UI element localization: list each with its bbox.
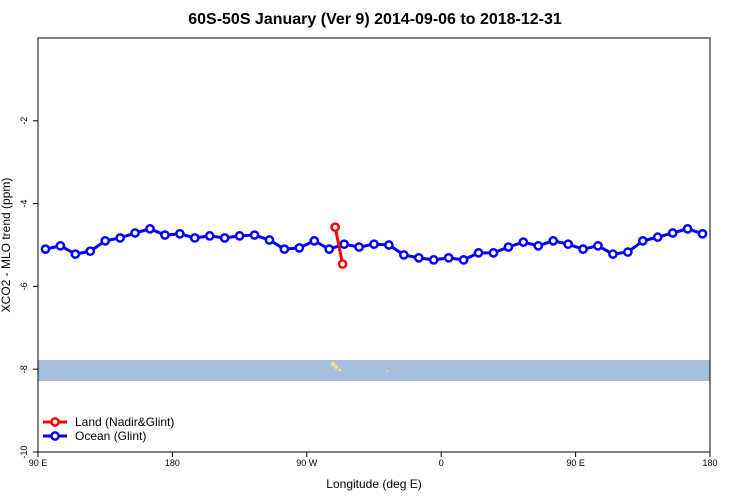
point: [697, 228, 708, 239]
point: [443, 252, 454, 263]
chart-title: 60S-50S January (Ver 9) 2014-09-06 to 20…: [188, 11, 562, 28]
point: [85, 246, 96, 257]
point: [70, 249, 81, 259]
point: [100, 236, 111, 246]
y-tick-label: -2: [19, 117, 29, 125]
x-tick-label: 90 E: [29, 458, 48, 468]
point: [563, 239, 573, 250]
point: [428, 255, 439, 265]
point: [518, 237, 529, 247]
point: [55, 240, 66, 251]
point: [145, 224, 155, 234]
point: [234, 231, 245, 241]
point: [309, 236, 320, 246]
point: [330, 222, 341, 233]
point: [548, 236, 559, 246]
point: [413, 252, 424, 263]
point: [264, 235, 275, 245]
point: [249, 230, 260, 240]
point: [175, 228, 185, 239]
y-tick-label: -8: [19, 365, 29, 373]
point: [337, 259, 348, 269]
point: [623, 247, 633, 257]
series-line: [333, 226, 345, 265]
x-axis-label: Longitude (deg E): [326, 477, 421, 491]
point: [40, 244, 51, 254]
y-axis-label: XCO2 - MLO trend (ppm): [0, 178, 13, 313]
point: [399, 250, 409, 260]
point: [637, 236, 648, 246]
point: [608, 249, 618, 259]
point: [115, 233, 125, 243]
point: [189, 233, 200, 243]
y-tick-label: -6: [19, 282, 29, 290]
point: [324, 244, 335, 254]
legend-marker: [50, 431, 60, 441]
map-band: [38, 360, 710, 381]
point: [667, 228, 678, 238]
x-tick-label: 180: [702, 458, 717, 468]
point: [279, 244, 290, 254]
point: [219, 233, 230, 243]
point: [682, 224, 693, 234]
point: [533, 240, 544, 251]
point: [204, 231, 215, 241]
point: [473, 248, 484, 258]
point: [384, 240, 394, 250]
land-dots: [330, 361, 388, 372]
point: [652, 232, 663, 242]
point: [369, 239, 379, 250]
point: [503, 242, 514, 252]
legend-marker: [50, 417, 60, 427]
point: [578, 244, 588, 254]
y-tick-label: -4: [19, 200, 29, 208]
point: [339, 239, 349, 250]
point: [160, 230, 170, 240]
x-tick-label: 90 E: [566, 458, 585, 468]
y-tick-label: -10: [19, 445, 29, 458]
point: [488, 248, 499, 258]
point: [294, 243, 305, 253]
point: [130, 228, 140, 238]
point: [458, 255, 469, 265]
point: [354, 242, 364, 252]
point: [593, 240, 603, 251]
x-tick-label: 0: [439, 458, 444, 468]
plot-frame: [37, 37, 711, 453]
legend-label: Land (Nadir&Glint): [75, 415, 174, 429]
legend-label: Ocean (Glint): [75, 429, 146, 443]
x-tick-label: 180: [165, 458, 180, 468]
x-tick-label: 90 W: [296, 458, 318, 468]
